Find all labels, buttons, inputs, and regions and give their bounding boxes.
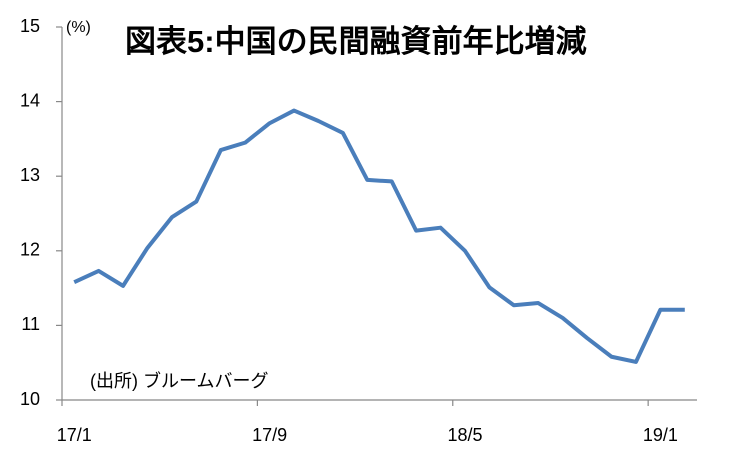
y-tick-label: 14 xyxy=(20,90,40,110)
x-tick-label: 17/9 xyxy=(252,425,287,445)
source-note: (出所) ブルームバーグ xyxy=(90,370,268,391)
chart-title: 図表5:中国の民間融資前年比増減 xyxy=(125,24,587,59)
y-tick-label: 12 xyxy=(20,240,40,260)
y-tick-label: 11 xyxy=(21,314,40,334)
x-tick-label: 19/1 xyxy=(643,425,678,445)
x-tick-label: 17/1 xyxy=(57,425,92,445)
y-unit: (%) xyxy=(66,19,91,36)
y-tick-label: 10 xyxy=(20,389,40,409)
line-series xyxy=(73,108,685,364)
x-tick-label: 18/5 xyxy=(447,425,482,445)
y-tick-label: 13 xyxy=(20,165,40,185)
y-tick-label: 15 xyxy=(20,16,40,36)
